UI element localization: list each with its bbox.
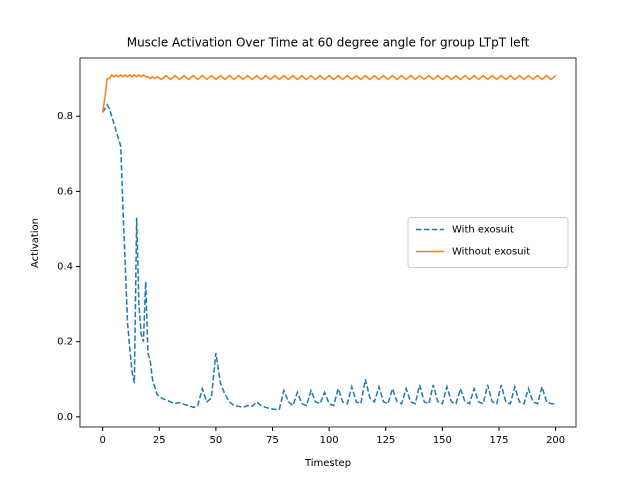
y-axis-label: Activation (30, 218, 41, 268)
x-tick-label: 0 (99, 435, 105, 446)
y-tick-label: 0.8 (57, 111, 73, 122)
chart-title: Muscle Activation Over Time at 60 degree… (127, 36, 530, 50)
x-tick-label: 75 (266, 435, 279, 446)
legend-box (407, 217, 569, 268)
legend-label: Without exosuit (452, 247, 530, 258)
x-tick-label: 125 (376, 435, 395, 446)
y-tick-label: 0.6 (57, 186, 73, 197)
x-tick-label: 150 (433, 435, 452, 446)
x-tick-label: 100 (320, 435, 339, 446)
y-tick-label: 0.0 (57, 412, 73, 423)
x-tick-label: 175 (489, 435, 508, 446)
x-tick-label: 50 (210, 435, 223, 446)
y-tick-label: 0.4 (57, 262, 73, 273)
x-tick-label: 200 (546, 435, 565, 446)
plot-frame (79, 57, 577, 428)
y-tick-label: 0.2 (57, 337, 73, 348)
x-axis-label: Timestep (304, 458, 351, 469)
series-line (101, 73, 557, 113)
x-tick-label: 25 (153, 435, 166, 446)
legend-label: With exosuit (452, 225, 514, 236)
series-line (102, 103, 556, 411)
